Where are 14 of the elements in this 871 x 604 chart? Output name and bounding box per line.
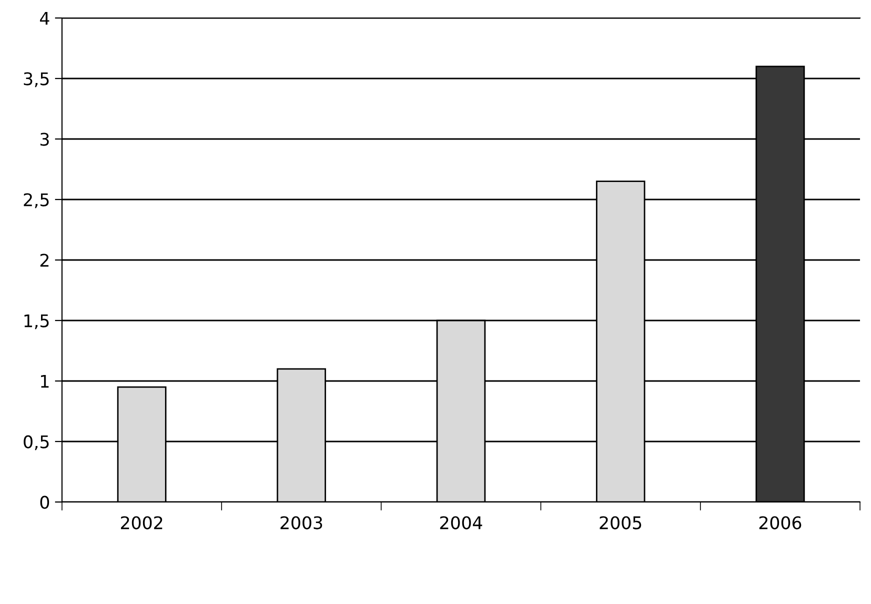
- y-tick-label: 0,5: [24, 435, 49, 450]
- x-tick-label: 2006: [759, 516, 802, 530]
- x-tick-label: 2005: [600, 516, 642, 530]
- y-tick-label: 2,5: [24, 193, 49, 208]
- x-tick-label: 2003: [280, 516, 322, 530]
- y-tick-label: 3: [40, 132, 49, 146]
- y-tick-label: 2: [40, 254, 48, 267]
- y-tick-label: 1,5: [24, 314, 49, 330]
- x-tick-label: 2002: [120, 516, 162, 530]
- y-tick-label: 4: [40, 12, 50, 25]
- y-tick-label: 3,5: [24, 72, 49, 88]
- y-tick-label: 1: [41, 374, 49, 388]
- x-tick-label: 2004: [440, 516, 482, 530]
- y-tick-label: 0: [40, 496, 50, 509]
